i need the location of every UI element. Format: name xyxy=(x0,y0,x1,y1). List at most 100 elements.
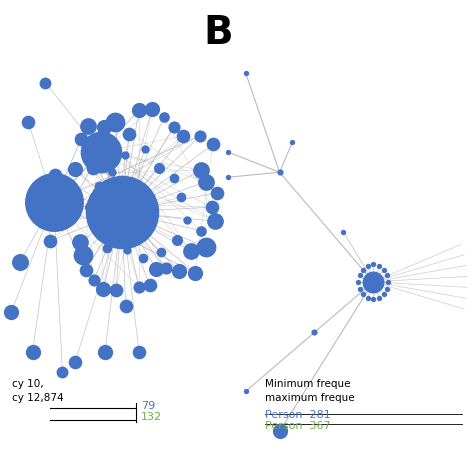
Point xyxy=(148,105,156,112)
Point xyxy=(135,348,143,356)
Point xyxy=(225,173,232,181)
Point xyxy=(356,272,363,279)
Point xyxy=(175,267,182,274)
Point xyxy=(209,140,217,148)
Point xyxy=(213,189,220,197)
Point xyxy=(276,168,283,176)
Point xyxy=(72,358,79,365)
Point xyxy=(364,262,371,270)
Text: 132: 132 xyxy=(141,412,162,422)
Point xyxy=(310,328,318,336)
Point xyxy=(50,198,58,206)
Point xyxy=(276,428,283,435)
Point xyxy=(375,294,383,302)
Point xyxy=(77,136,85,143)
Point xyxy=(42,79,49,86)
Point xyxy=(202,178,210,185)
Point xyxy=(187,247,194,255)
Point xyxy=(146,281,154,289)
Point xyxy=(65,191,73,198)
Point xyxy=(198,166,205,174)
Point xyxy=(155,164,163,172)
Point xyxy=(364,294,371,302)
Point xyxy=(135,106,143,114)
Point xyxy=(96,223,104,231)
Point xyxy=(58,218,65,225)
Text: B: B xyxy=(203,15,233,53)
Point xyxy=(59,368,66,375)
Point xyxy=(121,152,129,159)
Point xyxy=(100,124,108,131)
Point xyxy=(196,132,204,139)
Text: Person  367: Person 367 xyxy=(265,420,331,431)
Point xyxy=(160,113,168,121)
Point xyxy=(375,262,383,270)
Text: maximum freque: maximum freque xyxy=(265,393,355,403)
Point xyxy=(170,174,178,182)
Point xyxy=(25,118,32,126)
Point xyxy=(139,255,147,262)
Point xyxy=(225,148,232,156)
Point xyxy=(118,208,126,216)
Point xyxy=(212,218,219,225)
Point xyxy=(141,145,148,153)
Point xyxy=(86,203,93,210)
Point xyxy=(46,237,54,245)
Point xyxy=(383,285,391,292)
Point xyxy=(29,348,36,356)
Point xyxy=(51,171,58,179)
Text: cy 12,874: cy 12,874 xyxy=(12,393,64,403)
Point xyxy=(184,216,191,224)
Point xyxy=(369,278,377,286)
Point xyxy=(369,261,377,268)
Point xyxy=(101,348,109,356)
Point xyxy=(111,118,119,125)
Point xyxy=(97,148,105,156)
Text: cy 10,: cy 10, xyxy=(12,379,44,389)
Point xyxy=(162,264,170,272)
Point xyxy=(152,265,160,273)
Point xyxy=(180,132,187,139)
Point xyxy=(112,286,120,294)
Point xyxy=(198,227,205,235)
Point xyxy=(289,138,296,146)
Point xyxy=(340,228,347,236)
Point xyxy=(103,244,111,252)
Point xyxy=(191,269,199,276)
Text: Minimum freque: Minimum freque xyxy=(265,379,351,389)
Point xyxy=(369,295,377,303)
Point xyxy=(359,266,366,273)
Point xyxy=(89,164,96,172)
Point xyxy=(380,266,388,273)
Text: 79: 79 xyxy=(141,401,155,410)
Point xyxy=(355,278,362,286)
Point xyxy=(170,123,178,131)
Point xyxy=(177,193,184,201)
Point xyxy=(82,266,90,273)
Point xyxy=(123,246,130,254)
Point xyxy=(202,244,210,251)
Point xyxy=(109,168,116,176)
Point xyxy=(356,285,363,292)
Point xyxy=(90,276,98,284)
Point xyxy=(380,291,388,298)
Point xyxy=(16,258,24,266)
Point xyxy=(100,286,107,293)
Point xyxy=(157,248,164,256)
Point xyxy=(242,69,249,76)
Point xyxy=(208,203,216,211)
Point xyxy=(173,236,180,244)
Point xyxy=(72,165,79,173)
Text: Person  281: Person 281 xyxy=(265,410,331,420)
Point xyxy=(384,278,392,286)
Point xyxy=(95,182,103,190)
Point xyxy=(359,291,366,298)
Point xyxy=(383,272,391,279)
Point xyxy=(125,130,133,137)
Point xyxy=(65,203,73,211)
Point xyxy=(77,238,84,246)
Point xyxy=(122,303,129,310)
Point xyxy=(242,388,249,395)
Point xyxy=(135,283,143,291)
Point xyxy=(8,308,15,316)
